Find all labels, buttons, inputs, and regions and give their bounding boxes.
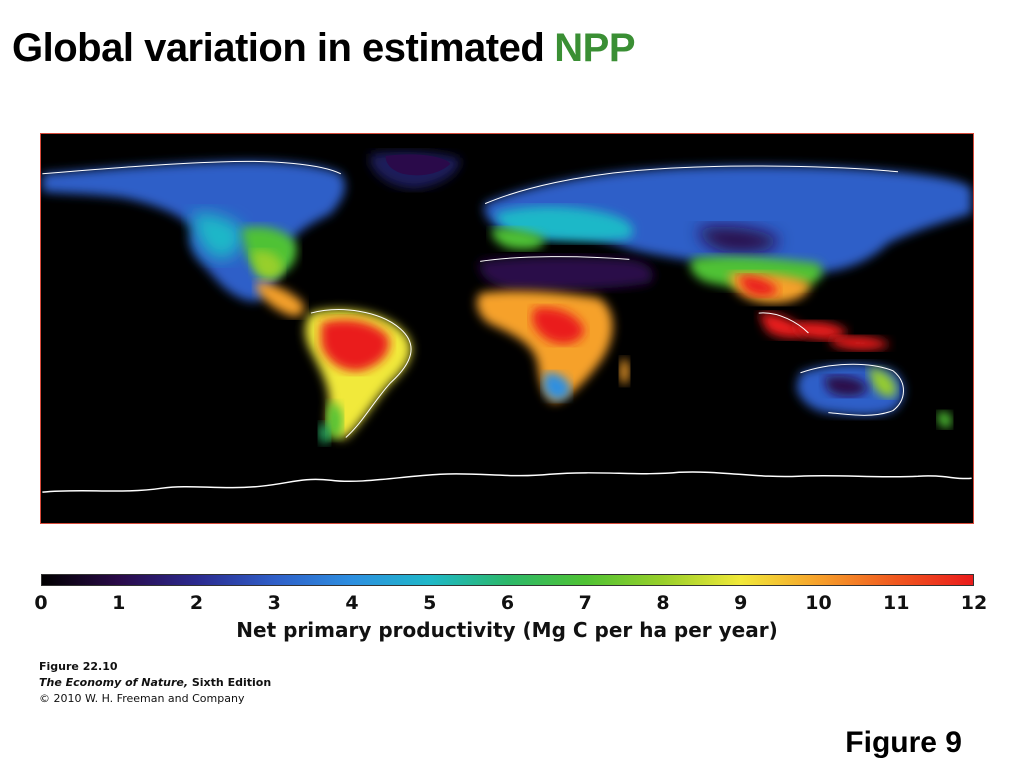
npp-world-map bbox=[40, 133, 974, 524]
world-map-svg bbox=[42, 134, 972, 523]
color-scale-tick-9: 9 bbox=[734, 592, 748, 614]
caption-book-line: The Economy of Nature, Sixth Edition bbox=[39, 675, 271, 691]
north-america-landmass bbox=[42, 151, 461, 317]
africa-landmass bbox=[476, 256, 654, 403]
color-scale-ticks: 0 1 2 3 4 5 6 7 8 9 10 11 12 bbox=[0, 592, 1024, 616]
npp-color-scale-bar bbox=[41, 574, 974, 586]
antarctica-coastline bbox=[42, 471, 972, 493]
color-scale-tick-11: 11 bbox=[883, 592, 910, 614]
color-scale-tick-10: 10 bbox=[805, 592, 832, 614]
color-scale-tick-0: 0 bbox=[34, 592, 48, 614]
southeast-asia-islands bbox=[758, 312, 891, 351]
title-main: Global variation in estimated bbox=[12, 26, 545, 70]
australia-landmass bbox=[796, 364, 952, 429]
color-scale-tick-12: 12 bbox=[960, 592, 988, 614]
caption-book-title: The Economy of Nature, bbox=[39, 676, 189, 689]
coastlines bbox=[42, 160, 904, 438]
color-scale-tick-7: 7 bbox=[578, 592, 592, 614]
color-scale-tick-2: 2 bbox=[189, 592, 204, 614]
color-scale-tick-6: 6 bbox=[500, 592, 515, 614]
slide-title: Global variation in estimated NPP bbox=[12, 26, 636, 71]
caption-edition: Sixth Edition bbox=[188, 676, 272, 689]
figure-label: Figure 9 bbox=[845, 726, 962, 759]
color-scale-tick-5: 5 bbox=[423, 592, 437, 614]
caption-figure-number: Figure 22.10 bbox=[39, 660, 118, 673]
color-scale-tick-3: 3 bbox=[267, 592, 281, 614]
figure-caption: Figure 22.10 The Economy of Nature, Sixt… bbox=[39, 659, 271, 707]
color-scale-tick-8: 8 bbox=[656, 592, 670, 614]
eurasia-landmass bbox=[484, 166, 972, 304]
color-scale-tick-4: 4 bbox=[345, 592, 359, 614]
color-scale-tick-1: 1 bbox=[112, 592, 126, 614]
color-scale-axis-label: Net primary productivity (Mg C per ha pe… bbox=[236, 618, 778, 642]
title-accent: NPP bbox=[554, 26, 636, 70]
south-america-landmass bbox=[305, 309, 412, 445]
caption-copyright: © 2010 W. H. Freeman and Company bbox=[39, 692, 245, 705]
